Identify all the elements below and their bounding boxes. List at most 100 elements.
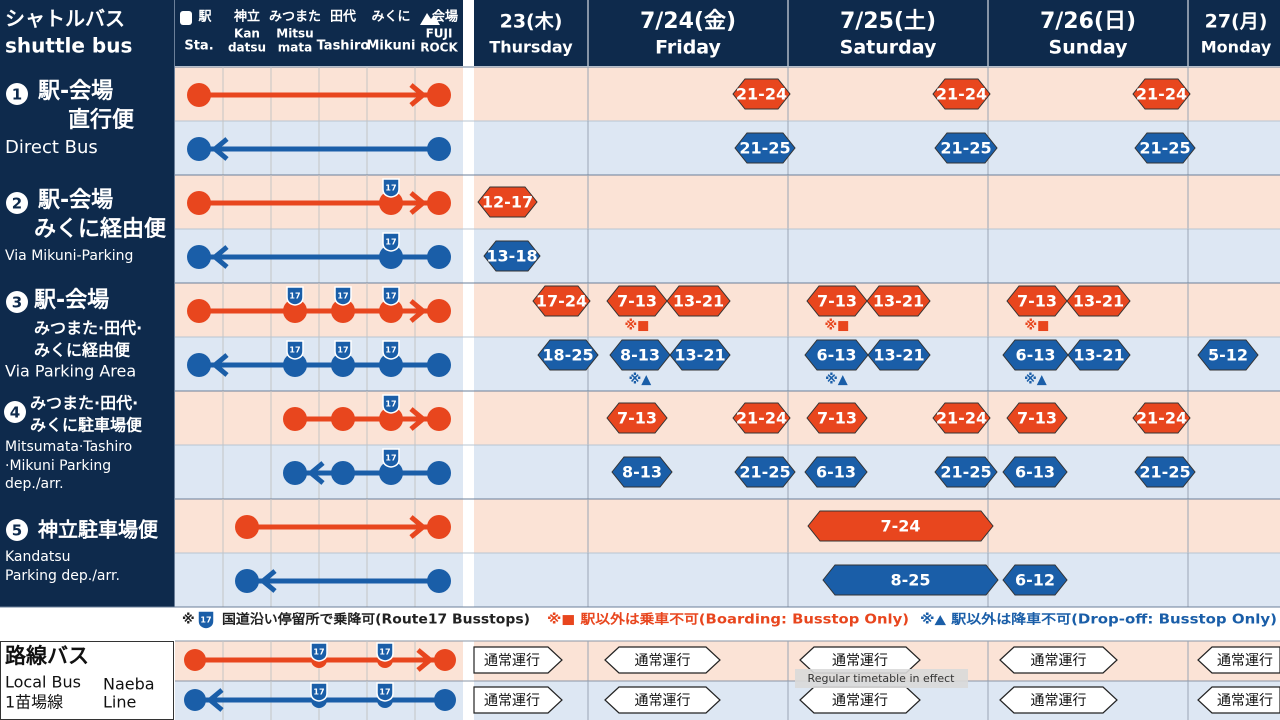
- trip-note: ※▲: [825, 373, 848, 388]
- note-boarding: ※■ 駅以外は乗車不可(Boarding: Busstop Only): [547, 612, 909, 628]
- trip-arrow: [1066, 285, 1131, 317]
- route-name-en: Via Parking Area: [5, 362, 136, 381]
- trip-time: 7-13: [617, 409, 657, 428]
- trip-time: 8-13: [622, 463, 662, 482]
- route17-badge-text: 17: [379, 688, 390, 697]
- local-route-arrow: [206, 688, 224, 712]
- day-date: 7/24(金): [640, 9, 736, 34]
- route-arrow: [409, 191, 427, 215]
- stop-dot: [427, 191, 451, 215]
- trip-arrow: [934, 456, 998, 488]
- trip-time: 5-12: [1208, 346, 1248, 365]
- trip-time: 13-21: [873, 346, 924, 365]
- route-name-ja: 駅-会場: [38, 188, 113, 213]
- local-stop-dot: [434, 689, 456, 711]
- stop-dot: [427, 461, 451, 485]
- stop-dot: [379, 191, 403, 215]
- stop-dot: [427, 407, 451, 431]
- route-number: 2: [12, 195, 22, 213]
- trip-time: 6-13: [816, 463, 856, 482]
- route-name-ja: 直行便: [68, 107, 135, 133]
- row-background: [474, 175, 1280, 229]
- stop-dot: [379, 407, 403, 431]
- route17-badge-text: 17: [337, 292, 348, 301]
- trip-arrow: [477, 186, 538, 218]
- route-arrow: [409, 83, 427, 107]
- route17-badge: [382, 340, 400, 360]
- trip-time: 7-13: [1017, 409, 1057, 428]
- route-name-en: Direct Bus: [5, 137, 98, 158]
- route17-badge: [334, 286, 352, 306]
- stop-dot: [379, 299, 403, 323]
- trip-time: 21-24: [936, 409, 987, 428]
- station-en: datsu: [228, 41, 266, 55]
- route17-badge: [382, 232, 400, 252]
- route-name-en: Kandatsu: [5, 549, 71, 565]
- trip-arrow: [932, 78, 991, 110]
- route-name-ja: 駅-会場: [34, 288, 109, 313]
- title-ja: シャトルバス: [5, 7, 125, 31]
- trip-arrow: [822, 564, 999, 596]
- route17-badge: [382, 178, 400, 198]
- trip-time: 13-21: [1073, 292, 1124, 311]
- route17-badge-text: 17: [379, 648, 390, 657]
- stop-dot: [427, 137, 451, 161]
- trip-arrow: [666, 285, 731, 317]
- local-trip-arrow: [473, 686, 563, 714]
- trip-note: ※▲: [1024, 373, 1047, 388]
- station-en: FUJI: [426, 27, 453, 41]
- stop-dot: [331, 461, 355, 485]
- local-trip-label: 通常運行: [635, 693, 691, 709]
- day-weekday: Friday: [655, 37, 721, 59]
- trip-time: 21-25: [940, 463, 991, 482]
- trip-arrow: [1134, 456, 1196, 488]
- note-mark: ※: [182, 613, 195, 628]
- stop-dot: [187, 353, 211, 377]
- trip-time: 8-25: [890, 571, 930, 590]
- local-trip-label: 通常運行: [832, 653, 888, 669]
- trip-arrow: [1197, 339, 1259, 371]
- local-trip-arrow: [999, 646, 1118, 674]
- trip-note: ※■: [1025, 319, 1050, 334]
- trip-time: 13-21: [873, 292, 924, 311]
- row-background: [474, 229, 1280, 283]
- route17-badge-text: 17: [289, 292, 300, 301]
- trip-time: 12-17: [482, 193, 533, 212]
- local-trip-arrow: [604, 646, 721, 674]
- route17-badge-text: 17: [385, 346, 396, 355]
- route17-badge-text: 17: [385, 400, 396, 409]
- stop-dot: [187, 245, 211, 269]
- trip-arrow: [1132, 402, 1191, 434]
- local-trip-label: 通常運行: [1031, 653, 1087, 669]
- trip-arrow: [532, 285, 591, 317]
- trip-time: 6-12: [1015, 571, 1055, 590]
- stop-dot: [379, 245, 403, 269]
- route17-badge-text: 17: [385, 184, 396, 193]
- route17-badge: [376, 642, 394, 662]
- day-header: [474, 0, 1280, 66]
- trip-arrow: [1006, 402, 1068, 434]
- route17-badge: [310, 682, 328, 702]
- route-name-en: Mitsumata·Tashiro: [5, 439, 132, 455]
- trip-note: ※■: [825, 319, 850, 334]
- route-name-ja: みくに経由便: [34, 216, 167, 242]
- day-weekday: Sunday: [1049, 37, 1129, 59]
- trip-arrow: [932, 402, 991, 434]
- trip-arrow: [867, 339, 931, 371]
- trip-arrow: [1132, 78, 1191, 110]
- stop-dot: [187, 83, 211, 107]
- trip-note: ※▲: [629, 373, 652, 388]
- trip-time: 6-13: [1015, 463, 1055, 482]
- local-trip-label: 通常運行: [1031, 693, 1087, 709]
- station-en: Sta.: [184, 39, 213, 54]
- stop-dot: [427, 515, 451, 539]
- stop-dot: [427, 353, 451, 377]
- route17-badge-text: 17: [337, 346, 348, 355]
- route17-badge: [334, 340, 352, 360]
- trip-arrow: [807, 510, 994, 542]
- trip-time: 13-21: [674, 346, 725, 365]
- local-trip-arrow: [604, 686, 721, 714]
- station-ja: みくに: [371, 10, 410, 25]
